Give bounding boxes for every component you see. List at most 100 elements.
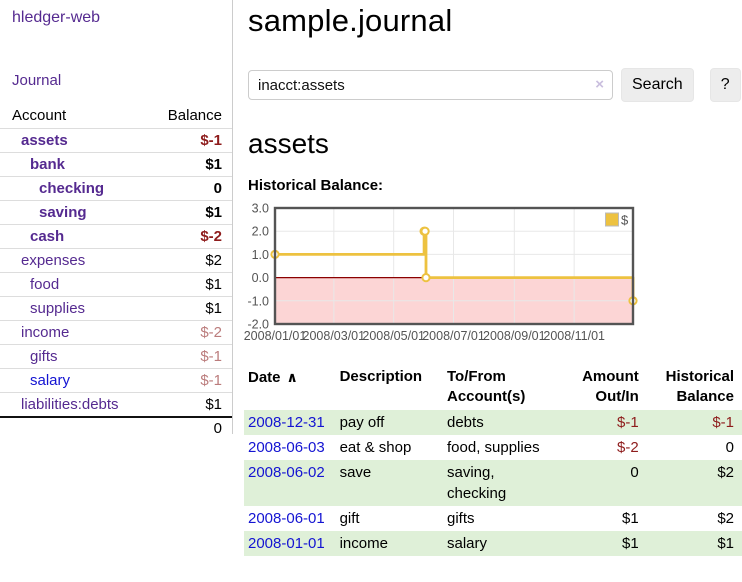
- account-balance: $1: [205, 156, 222, 173]
- sort-ascending-icon[interactable]: ∧: [286, 369, 298, 385]
- account-balance: 0: [213, 180, 222, 197]
- register-cell-description: gift: [339, 510, 360, 527]
- register-cell-date: 2008-06-02: [244, 460, 336, 506]
- search-input[interactable]: [248, 70, 613, 100]
- accounts-header-balance: Balance: [167, 107, 222, 124]
- sidebar-account-salary[interactable]: salary: [30, 372, 71, 389]
- register-cell-date: 2008-06-03: [244, 435, 336, 460]
- account-balance: $2: [205, 252, 222, 269]
- chart-canvas: $3.0 2.0 1.0 0.0 -1.0 -2.02008/01/012008/03/0…: [244, 202, 638, 343]
- register-cell-balance: 0: [725, 439, 734, 456]
- accounts-list: assets $-1 bank $1 checking 0 saving $1 cash $-2 e…: [0, 128, 232, 416]
- sidebar-account-saving[interactable]: saving: [39, 204, 87, 221]
- register-cell-description: pay off: [339, 414, 385, 431]
- app-title-link[interactable]: hledger-web: [12, 9, 101, 26]
- search-box: ×: [248, 70, 613, 100]
- search-button[interactable]: Search: [621, 68, 694, 102]
- register-cell-amount: $1: [622, 535, 639, 552]
- register-row: 2008-06-01 gift gifts $1 $2: [244, 506, 742, 531]
- y-tick-label: 1.0: [252, 248, 269, 262]
- register-cell-accounts: food, supplies: [447, 439, 540, 456]
- x-tick-label: 2008/03/01: [303, 329, 366, 343]
- account-balance: $1: [205, 300, 222, 317]
- sidebar-account-assets[interactable]: assets: [21, 132, 68, 149]
- register-cell-balance: $-1: [712, 414, 734, 431]
- accounts-header-account: Account: [12, 107, 67, 124]
- register-row: 2008-06-03 eat & shop food, supplies $-2 0: [244, 435, 742, 460]
- y-tick-label: 0.0: [252, 271, 269, 285]
- account-row: cash $-2: [0, 224, 232, 248]
- account-balance: $-2: [200, 324, 222, 341]
- x-tick-label: 2008/07/01: [422, 329, 485, 343]
- register-cell-balance: $2: [717, 464, 734, 481]
- legend-label: $: [621, 213, 629, 228]
- register-cell-balance: $2: [717, 510, 734, 527]
- account-balance: $1: [205, 204, 222, 221]
- search-form: × Search ?: [248, 68, 742, 102]
- sidebar-account-food[interactable]: food: [30, 276, 60, 293]
- sidebar-item-journal[interactable]: Journal: [12, 72, 62, 89]
- register-header-historical-balance: Historical Balance: [665, 368, 734, 405]
- register-header-date[interactable]: Date ∧: [248, 369, 298, 386]
- sidebar-account-supplies[interactable]: supplies: [30, 300, 86, 317]
- sidebar-account-cash[interactable]: cash: [30, 228, 65, 245]
- register-cell-accounts: salary: [447, 535, 488, 552]
- register-cell-description: eat & shop: [339, 439, 412, 456]
- register-date-link[interactable]: 2008-06-01: [248, 510, 325, 527]
- help-button[interactable]: ?: [709, 68, 741, 102]
- register-cell-description: save: [339, 464, 372, 481]
- plot-border: [273, 206, 635, 326]
- register-cell-accounts: debts: [447, 414, 484, 431]
- data-point-marker[interactable]: [421, 273, 431, 283]
- register-row: 2008-12-31 pay off debts $-1 $-1: [244, 410, 742, 435]
- sidebar-account-liabilities-debts[interactable]: liabilities:debts: [21, 396, 119, 413]
- register-date-link[interactable]: 2008-06-02: [248, 464, 325, 481]
- account-row: food $1: [0, 272, 232, 296]
- y-tick-label: -1.0: [247, 294, 269, 308]
- account-row: income $-2: [0, 320, 232, 344]
- account-balance: $1: [205, 276, 222, 293]
- chart-heading: Historical Balance:: [248, 177, 384, 194]
- register-date-link[interactable]: 2008-06-03: [248, 439, 325, 456]
- register-header-to-from-account-s-: To/From Account(s): [447, 368, 526, 405]
- sidebar-account-checking[interactable]: checking: [39, 180, 105, 197]
- account-balance: $-2: [200, 228, 222, 245]
- sidebar-account-expenses[interactable]: expenses: [21, 252, 86, 269]
- x-tick-label: 2008/09/01: [483, 329, 546, 343]
- x-tick-label: 2008/11/01: [543, 329, 605, 343]
- accounts-table-header: Account Balance: [0, 104, 232, 128]
- sidebar-account-gifts[interactable]: gifts: [30, 348, 58, 365]
- x-tick-label: 2008/05/01: [362, 329, 425, 343]
- register-table: Date ∧ Description To/From Account(s) Amount…: [244, 364, 742, 556]
- register-cell-accounts: gifts: [447, 510, 475, 527]
- account-row: supplies $1: [0, 296, 232, 320]
- account-row: bank $1: [0, 152, 232, 176]
- register-date-link[interactable]: 2008-01-01: [248, 535, 325, 552]
- account-row: gifts $-1: [0, 344, 232, 368]
- accounts-total-value: 0: [213, 420, 222, 437]
- sidebar-account-bank[interactable]: bank: [30, 156, 66, 173]
- main-content: sample.journal × Search ? assets Histori…: [233, 0, 742, 582]
- register-date-link[interactable]: 2008-12-31: [248, 414, 325, 431]
- register-cell-amount: 0: [630, 464, 639, 481]
- register-cell-accounts: saving, checking: [447, 464, 507, 502]
- register-cell-date: 2008-06-01: [244, 506, 336, 531]
- data-point-marker[interactable]: [420, 226, 430, 236]
- y-tick-label: 2.0: [252, 225, 269, 239]
- account-row: expenses $2: [0, 248, 232, 272]
- account-row: assets $-1: [0, 128, 232, 152]
- register-header-description: Description: [339, 368, 423, 385]
- account-balance: $1: [205, 396, 222, 413]
- y-tick-label: 3.0: [252, 202, 269, 216]
- register-cell-amount: $1: [622, 510, 639, 527]
- x-tick-label: 2008/01/01: [244, 329, 307, 343]
- register-header-amount-out-in: Amount Out/In: [582, 368, 639, 405]
- register-cell-date: 2008-12-31: [244, 410, 336, 435]
- clear-search-icon[interactable]: ×: [595, 76, 604, 93]
- sidebar: hledger-web Journal Account Balance asse…: [0, 0, 233, 437]
- account-heading: assets: [248, 128, 329, 159]
- account-row: checking 0: [0, 176, 232, 200]
- register-cell-balance: $1: [717, 535, 734, 552]
- account-row: salary $-1: [0, 368, 232, 392]
- sidebar-account-income[interactable]: income: [21, 324, 70, 341]
